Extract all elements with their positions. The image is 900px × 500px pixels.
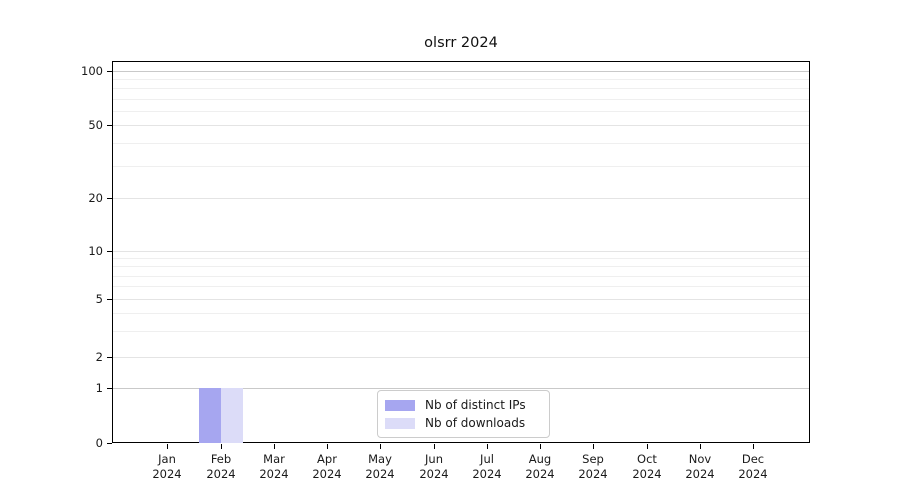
y-tick-label: 50 <box>88 118 103 132</box>
y-tick-label: 1 <box>95 381 103 395</box>
x-tick-mark <box>221 444 222 449</box>
y-gridline-minor <box>113 276 809 277</box>
y-gridline-minor <box>113 331 809 332</box>
chart-title: olsrr 2024 <box>424 35 498 51</box>
legend: Nb of distinct IPs Nb of downloads <box>377 390 550 438</box>
x-tick-mark <box>274 444 275 449</box>
legend-swatch <box>385 417 415 429</box>
legend-swatch <box>385 399 415 411</box>
bar-downloads <box>221 388 243 443</box>
y-tick-mark <box>107 251 112 252</box>
y-tick-label: 2 <box>95 350 103 364</box>
legend-label: Nb of distinct IPs <box>425 398 526 412</box>
x-tick-label: Apr 2024 <box>312 452 342 481</box>
x-tick-label: Jul 2024 <box>472 452 502 481</box>
y-gridline-minor <box>113 99 809 100</box>
x-tick-mark <box>487 444 488 449</box>
y-tick-label: 20 <box>88 191 103 205</box>
y-tick-label: 0 <box>95 436 103 450</box>
x-tick-label: Feb 2024 <box>206 452 236 481</box>
y-tick-mark <box>107 388 112 389</box>
x-tick-label: May 2024 <box>365 452 395 481</box>
y-gridline-minor <box>113 79 809 80</box>
x-tick-label: Sep 2024 <box>578 452 608 481</box>
y-gridline-minor <box>113 143 809 144</box>
y-tick-mark <box>107 198 112 199</box>
y-gridline-minor <box>113 313 809 314</box>
y-gridline-minor <box>113 111 809 112</box>
y-gridline <box>113 251 809 252</box>
y-gridline <box>113 357 809 358</box>
x-tick-label: Jun 2024 <box>419 452 449 481</box>
y-gridline-minor <box>113 286 809 287</box>
y-gridline-minor <box>113 266 809 267</box>
y-tick-mark <box>107 443 112 444</box>
y-tick-mark <box>107 71 112 72</box>
x-tick-mark <box>380 444 381 449</box>
y-tick-mark <box>107 299 112 300</box>
y-gridline <box>113 125 809 126</box>
y-gridline <box>113 198 809 199</box>
y-tick-mark <box>107 357 112 358</box>
y-gridline-minor <box>113 258 809 259</box>
bar-distinct-ips <box>199 388 221 443</box>
y-tick-label: 10 <box>88 244 103 258</box>
legend-item: Nb of downloads <box>385 414 542 432</box>
y-tick-label: 5 <box>95 292 103 306</box>
x-tick-label: Oct 2024 <box>632 452 662 481</box>
y-gridline <box>113 388 809 389</box>
x-tick-mark <box>540 444 541 449</box>
x-tick-mark <box>753 444 754 449</box>
x-tick-mark <box>647 444 648 449</box>
x-tick-mark <box>593 444 594 449</box>
y-gridline <box>113 299 809 300</box>
legend-label: Nb of downloads <box>425 416 526 430</box>
y-gridline-minor <box>113 166 809 167</box>
y-tick-mark <box>107 125 112 126</box>
y-tick-label: 100 <box>81 64 103 78</box>
plot-area <box>112 61 810 443</box>
x-tick-label: Jan 2024 <box>152 452 182 481</box>
y-gridline-minor <box>113 88 809 89</box>
x-tick-label: Dec 2024 <box>738 452 768 481</box>
x-tick-label: Nov 2024 <box>685 452 715 481</box>
x-tick-mark <box>327 444 328 449</box>
x-tick-mark <box>700 444 701 449</box>
legend-item: Nb of distinct IPs <box>385 396 542 414</box>
x-tick-label: Mar 2024 <box>259 452 289 481</box>
x-tick-mark <box>167 444 168 449</box>
y-gridline <box>113 71 809 72</box>
x-tick-mark <box>434 444 435 449</box>
x-tick-label: Aug 2024 <box>525 452 555 481</box>
